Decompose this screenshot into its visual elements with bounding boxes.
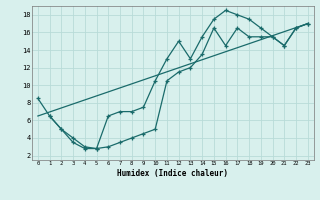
X-axis label: Humidex (Indice chaleur): Humidex (Indice chaleur) [117, 169, 228, 178]
